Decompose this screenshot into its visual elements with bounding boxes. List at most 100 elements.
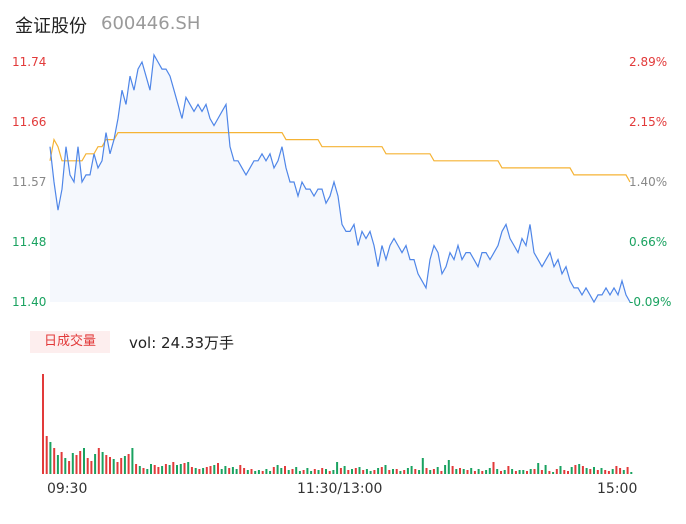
volume-bar bbox=[377, 468, 380, 474]
volume-bar bbox=[537, 463, 540, 474]
volume-bar bbox=[593, 467, 595, 474]
volume-bar bbox=[567, 471, 569, 474]
volume-bar bbox=[425, 468, 428, 474]
volume-bar bbox=[574, 465, 577, 474]
volume-bar bbox=[317, 470, 320, 474]
volume-bar bbox=[358, 467, 361, 474]
volume-bar bbox=[622, 470, 625, 474]
volume-bars bbox=[42, 374, 633, 474]
volume-bar bbox=[224, 466, 227, 474]
volume-bar bbox=[313, 469, 316, 474]
volume-bar bbox=[202, 468, 205, 474]
volume-bar bbox=[183, 463, 186, 474]
price-tick-label: 11.48 bbox=[12, 235, 47, 249]
volume-bar bbox=[477, 469, 480, 474]
percent-tick-label: 0.66% bbox=[629, 235, 668, 249]
volume-bar bbox=[164, 464, 167, 474]
volume-bar bbox=[511, 469, 514, 474]
volume-bar bbox=[269, 471, 272, 474]
volume-bar bbox=[444, 465, 447, 474]
volume-bar bbox=[135, 464, 138, 474]
volume-bar bbox=[176, 465, 178, 474]
volume-bar bbox=[127, 454, 130, 474]
volume-bar bbox=[228, 468, 231, 474]
volume-bar bbox=[153, 465, 156, 474]
volume-bar bbox=[332, 470, 335, 474]
volume-bar bbox=[109, 457, 111, 474]
time-tick-label: 15:00 bbox=[597, 481, 638, 497]
volume-bar bbox=[287, 470, 290, 474]
volume-bar bbox=[507, 466, 510, 474]
volume-bar bbox=[213, 465, 216, 474]
volume-bar bbox=[451, 466, 454, 474]
volume-bar bbox=[42, 374, 44, 474]
volume-bar bbox=[71, 453, 74, 474]
volume-bar bbox=[298, 471, 301, 474]
volume-bar bbox=[243, 468, 246, 474]
volume-bar bbox=[555, 469, 558, 474]
volume-bar bbox=[198, 469, 201, 474]
volume-bar bbox=[473, 471, 476, 474]
volume-bar bbox=[53, 448, 56, 474]
volume-bar bbox=[406, 468, 409, 474]
volume-bar bbox=[56, 455, 59, 474]
volume-bar bbox=[306, 468, 309, 474]
volume-bar bbox=[447, 460, 450, 474]
volume-bar bbox=[142, 468, 145, 474]
price-tick-label: 11.57 bbox=[12, 175, 47, 189]
volume-bar bbox=[120, 458, 123, 474]
volume-bar bbox=[459, 468, 461, 474]
volume-bar bbox=[399, 471, 402, 474]
volume-bar bbox=[179, 464, 182, 474]
volume-bar bbox=[131, 448, 134, 474]
volume-bar bbox=[630, 472, 633, 474]
volume-bar bbox=[187, 462, 190, 474]
volume-bar bbox=[410, 466, 413, 474]
volume-bar bbox=[470, 468, 473, 474]
price-area-fill bbox=[50, 54, 630, 303]
volume-bar bbox=[518, 470, 521, 474]
volume-bar bbox=[392, 469, 394, 474]
volume-bar bbox=[619, 468, 622, 474]
volume-bar bbox=[325, 469, 327, 474]
volume-bar bbox=[432, 469, 435, 474]
volume-bar bbox=[116, 462, 119, 474]
volume-bar bbox=[209, 466, 212, 474]
volume-bar bbox=[336, 462, 339, 474]
volume-bar bbox=[280, 468, 283, 474]
volume-bar bbox=[105, 455, 108, 474]
volume-bar bbox=[328, 471, 331, 474]
volume-bar bbox=[548, 471, 551, 474]
percent-tick-label: 1.40% bbox=[629, 175, 668, 189]
volume-bar bbox=[529, 469, 532, 474]
volume-bar bbox=[544, 465, 547, 474]
volume-bar bbox=[194, 468, 197, 474]
volume-bar bbox=[626, 467, 629, 474]
volume-bar bbox=[526, 471, 528, 474]
volume-bar bbox=[481, 471, 484, 474]
volume-bar bbox=[578, 464, 581, 474]
volume-bar bbox=[455, 469, 458, 474]
volume-bar bbox=[265, 469, 268, 474]
volume-bar bbox=[369, 471, 372, 474]
percent-tick-label: -0.09% bbox=[629, 295, 672, 309]
volume-bar bbox=[421, 458, 424, 474]
volume-bar bbox=[138, 466, 141, 474]
volume-bar bbox=[589, 469, 592, 474]
time-tick-label: 11:30/13:00 bbox=[297, 481, 383, 497]
volume-bar bbox=[217, 463, 219, 474]
volume-bar bbox=[343, 466, 346, 474]
volume-bar bbox=[75, 455, 78, 474]
volume-bar bbox=[559, 466, 562, 474]
price-tick-label: 11.74 bbox=[12, 55, 47, 69]
volume-bar bbox=[45, 436, 48, 474]
volume-badge: 日成交量 bbox=[30, 331, 110, 353]
volume-bar bbox=[49, 442, 52, 474]
volume-bar bbox=[500, 471, 502, 474]
volume-bar bbox=[150, 464, 152, 474]
volume-bar bbox=[462, 469, 465, 474]
volume-bar bbox=[86, 458, 89, 474]
volume-bar bbox=[485, 470, 488, 474]
volume-bar bbox=[254, 471, 257, 474]
